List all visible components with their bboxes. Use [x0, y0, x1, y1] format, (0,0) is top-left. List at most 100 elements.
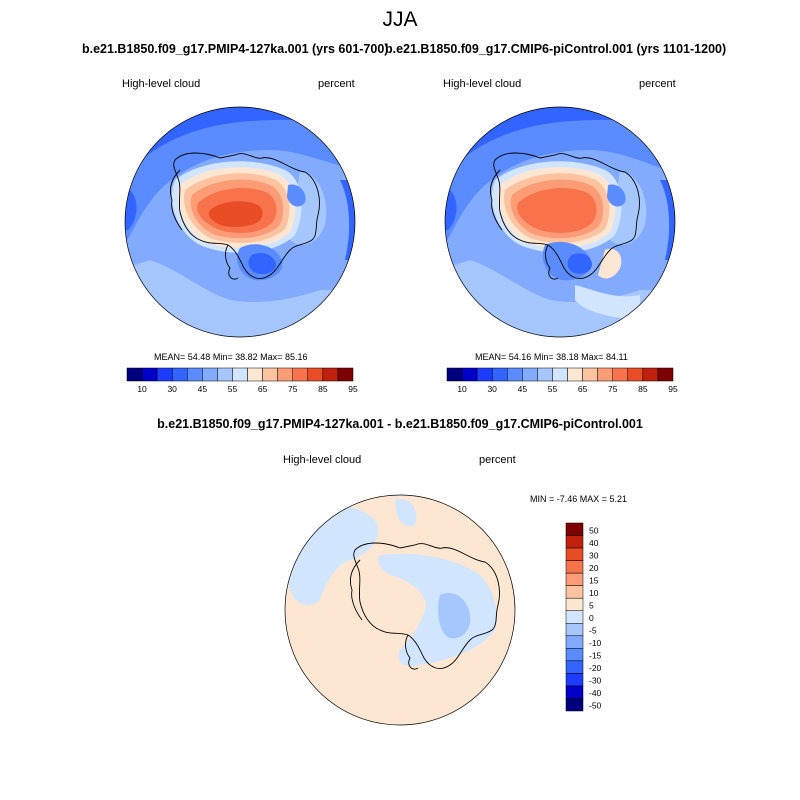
- panel2-colorbar-tick-label: 95: [668, 384, 678, 394]
- panel1-colorbar-box: [141, 367, 158, 382]
- panel2-mean-value: 54.16: [508, 352, 532, 362]
- panel3-colorbar-tick-label: 50: [589, 525, 599, 535]
- panel2-max-value: 84.11: [605, 352, 628, 362]
- panel3-colorbar-box: [565, 673, 584, 687]
- panel2-mean-label: MEAN=: [475, 352, 507, 362]
- panel1-colorbar-box: [322, 367, 339, 382]
- panel1-colorbar-tick-label: 95: [348, 384, 358, 394]
- panel2-colorbar-tick-label: 45: [518, 384, 528, 394]
- panel2-max-label: Max=: [581, 352, 604, 362]
- panel2-colorbar-box: [476, 367, 493, 382]
- panel1-colorbar-box: [262, 367, 278, 382]
- panel1-left-label: High-level cloud: [122, 78, 201, 90]
- panel1-max-label: Max=: [260, 352, 283, 362]
- panel2-min-label: Min=: [533, 352, 554, 362]
- panel1-map-border: [124, 106, 356, 338]
- panel1-colorbar-box: [156, 367, 173, 382]
- panel2-colorbar-tick-label: 65: [578, 384, 588, 394]
- panel1-colorbar-box: [217, 367, 233, 382]
- panel3-colorbar-box: [565, 597, 584, 611]
- panel3-colorbar-box: [565, 572, 584, 586]
- panel2-min-value: 38.18: [556, 352, 579, 362]
- panel2-colorbar-box: [597, 367, 613, 382]
- panel3-colorbar-tick-label: -10: [589, 638, 602, 648]
- panel3-colorbar-tick-label: 10: [589, 588, 599, 598]
- panel1-colorbar-box: [202, 367, 218, 382]
- panel2-colorbar-box: [567, 367, 583, 382]
- panel1-colorbar-tick-label: 85: [318, 384, 328, 394]
- panel3-colorbar-tick-label: 40: [589, 538, 599, 548]
- panel3-map: [285, 495, 515, 725]
- panel1-map: [125, 107, 355, 337]
- panel2-colorbar-tick-label: 10: [457, 384, 467, 394]
- panel1-min-label: Min=: [212, 352, 233, 362]
- panel2-colorbar-box: [657, 367, 674, 382]
- panel2-colorbar-box: [522, 367, 538, 382]
- panel3-colorbar-tick-label: -50: [589, 701, 602, 711]
- panel3-colorbar-box: [565, 623, 584, 637]
- panel1-stats: MEAN= 54.48 Min= 38.82 Max= 85.16: [154, 352, 307, 362]
- panel3-colorbar-tick-label: 30: [589, 550, 599, 560]
- panel3-colorbar-tick-label: 0: [589, 613, 594, 623]
- panel3-colorbar-box: [565, 547, 584, 561]
- panel3-colorbar-box: [565, 648, 584, 662]
- panel2-colorbar-tick-label: 55: [548, 384, 558, 394]
- panel1-colorbar: 10 30 45 55 65 75 85 95: [126, 367, 358, 394]
- panel1-colorbar-tick-label: 55: [228, 384, 238, 394]
- panel2-colorbar-tick-label: 30: [487, 384, 497, 394]
- panel2-colorbar-box: [537, 367, 553, 382]
- panel1-colorbar-box: [247, 367, 263, 382]
- panel3-colorbar-tick-label: 20: [589, 563, 599, 573]
- panel3-colorbar-box: [565, 522, 584, 536]
- panel1-mean-value: 54.48: [187, 352, 211, 362]
- panel1-mean-label: MEAN=: [154, 352, 186, 362]
- panel2-map-border: [444, 106, 676, 338]
- panel1-colorbar-box: [232, 367, 248, 382]
- panel3-colorbar-tick-label: -5: [589, 626, 597, 636]
- panel3-map-border: [284, 494, 516, 726]
- panel1-colorbar-tick-label: 75: [288, 384, 298, 394]
- panel2-colorbar-tick-label: 85: [638, 384, 648, 394]
- panel3-colorbar-box: [565, 560, 584, 574]
- panel3-right-label: percent: [479, 454, 516, 466]
- panel3-colorbar-tick-label: -20: [589, 663, 602, 673]
- panel3-colorbar-tick-label: -40: [589, 688, 602, 698]
- panel2-colorbar-box: [461, 367, 478, 382]
- panel2-colorbar-box: [582, 367, 598, 382]
- panel2-right-label: percent: [639, 78, 676, 90]
- panel1-max-value: 85.16: [284, 352, 308, 362]
- panel3-colorbar-tick-label: 5: [589, 600, 594, 610]
- panel1-colorbar-box: [337, 367, 354, 382]
- panel1-colorbar-tick-label: 45: [198, 384, 208, 394]
- panel3-subtitle: b.e21.B1850.f09_g17.PMIP4-127ka.001 - b.…: [157, 417, 643, 431]
- panel1-subtitle: b.e21.B1850.f09_g17.PMIP4-127ka.001 (yrs…: [82, 42, 389, 56]
- panel2-colorbar-box: [446, 367, 463, 382]
- panel2-colorbar-box: [642, 367, 659, 382]
- panel3-colorbar-box: [565, 585, 584, 599]
- panel2-left-label: High-level cloud: [443, 78, 522, 90]
- panel2-stats: MEAN= 54.16 Min= 38.18 Max= 84.11: [475, 352, 628, 362]
- panel3-stats: MIN = -7.46 MAX = 5.21: [530, 494, 628, 504]
- panel3-colorbar-box: [565, 610, 584, 624]
- panel1-colorbar-tick-label: 65: [258, 384, 268, 394]
- panel1-colorbar-box: [277, 367, 293, 382]
- panel2-map: [445, 107, 675, 337]
- panel1-colorbar-box: [307, 367, 324, 382]
- panel2-colorbar: 10 30 45 55 65 75 85 95: [446, 367, 678, 394]
- panel3-colorbar-box: [565, 685, 584, 699]
- panel1-colorbar-box: [126, 367, 143, 382]
- panel1-colorbar-box: [292, 367, 309, 382]
- panel2-colorbar-box: [507, 367, 523, 382]
- panel1-right-label: percent: [318, 78, 355, 90]
- panel2-colorbar-box: [627, 367, 644, 382]
- panel3-colorbar-box: [565, 535, 584, 549]
- panel1-colorbar-box: [171, 367, 188, 382]
- panel3-colorbar-tick-label: -15: [589, 651, 602, 661]
- panel3-left-label: High-level cloud: [283, 454, 362, 466]
- panel3-colorbar-box: [565, 635, 584, 649]
- panel2-colorbar-box: [612, 367, 629, 382]
- panel1-colorbar-tick-label: 30: [167, 384, 177, 394]
- panel2-subtitle: b.e21.B1850.f09_g17.CMIP6-piControl.001 …: [385, 42, 727, 56]
